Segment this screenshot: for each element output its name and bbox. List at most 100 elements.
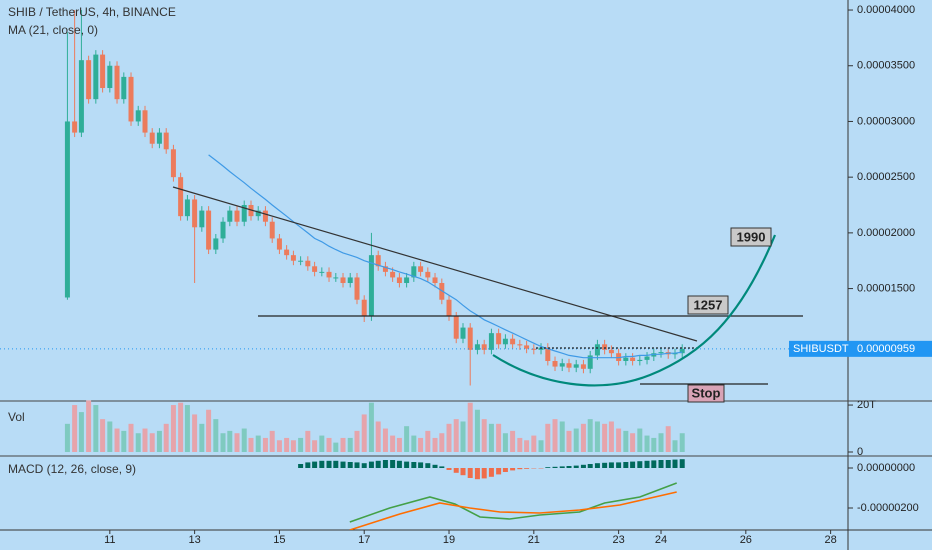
y-tick-label: 20T [857,399,876,411]
volume-bar [64,423,70,452]
macd-histogram-bar [361,463,367,468]
target-box [730,227,772,247]
macd-pane [298,459,685,530]
candle-body [163,132,169,150]
macd-line [349,482,677,523]
volume-bar [396,437,402,452]
candle-body [178,177,184,217]
x-tick-label: 23 [612,534,624,546]
volume-bar [269,430,275,452]
volume-bar [361,414,367,452]
macd-histogram-bar [467,468,473,478]
candle-body [474,344,480,350]
volume-bar [312,440,318,452]
price-pane [0,10,848,386]
candle-body [368,255,374,317]
macd-histogram-bar [333,460,339,468]
macd-histogram-bar [587,464,593,468]
volume-bar [418,437,424,452]
volume-bar [199,423,205,452]
y-tick-label: 0.00003000 [857,115,915,127]
candle-body [93,54,99,100]
candle-body [206,210,212,250]
volume-bar [608,421,614,452]
candle-body [326,271,332,278]
chart-title: SHIB / TetherUS, 4h, BINANCE [8,5,176,19]
macd-histogram-bar [411,462,417,468]
volume-bar [573,428,579,452]
volume-bar [241,428,247,452]
candle-body [573,364,579,368]
candle-body [453,316,459,339]
macd-histogram-bar [446,468,452,470]
x-tick-label: 21 [528,534,540,546]
macd-histogram-bar [312,461,318,468]
macd-histogram-bar [552,466,558,468]
candle-body [658,352,664,354]
candle-body [347,277,353,284]
candle-body [276,238,282,250]
candle-body [121,76,127,100]
candle-body [623,357,629,362]
volume-bar [531,435,537,452]
macd-histogram-bar [453,468,459,473]
macd-histogram-bar [496,468,502,475]
level-box [687,295,729,315]
x-tick-label: 13 [188,534,200,546]
macd-histogram-bar [545,467,551,468]
macd-histogram-bar [623,462,629,468]
macd-histogram-bar [672,459,678,468]
macd-histogram-bar [418,462,424,468]
candle-body [488,333,494,350]
volume-bar [496,423,502,452]
macd-histogram-bar [679,459,685,468]
candle-body [637,359,643,362]
candle-body [467,327,473,350]
macd-histogram-bar [474,468,480,480]
candle-body [587,355,593,369]
volume-bar [439,433,445,452]
candle-body [538,347,544,350]
volume-bar [234,433,240,452]
x-tick-label: 24 [655,534,667,546]
candle-body [199,210,205,228]
candle-body [340,277,346,284]
volume-bar [566,430,572,452]
volume-bar [382,428,388,452]
macd-histogram-bar [439,466,445,468]
y-tick-label: 0.00002500 [857,171,915,183]
volume-bar [559,421,565,452]
drawings: 1990 1257 Stop [172,186,803,403]
volume-bar [502,433,508,452]
macd-histogram-bar [502,468,508,472]
volume-bar [206,409,212,452]
candle-body [375,255,381,267]
x-tick-label: 26 [740,534,752,546]
cup-curve [492,234,777,387]
candle-body [594,344,600,356]
macd-histogram-bar [298,464,304,468]
macd-histogram-bar [658,460,664,468]
macd-histogram-bar [319,460,325,468]
volume-legend: Vol [8,410,25,424]
macd-histogram-bar [665,460,671,468]
x-tick-label: 17 [358,534,370,546]
trend-line [172,186,698,342]
macd-histogram-bar [573,465,579,468]
candle-body [170,149,176,178]
volume-bar [651,437,657,452]
candle-body [566,363,572,368]
ma-legend: MA (21, close, 0) [8,23,98,37]
volume-bar [333,442,339,452]
volume-bar [672,440,678,452]
macd-histogram-bar [425,463,431,468]
volume-bar [255,435,261,452]
y-tick-label: 0.00002000 [857,227,915,239]
stop-box [687,384,725,403]
volume-bar [425,430,431,452]
x-tick-label: 28 [824,534,836,546]
volume-bar [432,437,438,452]
candle-body [312,266,318,272]
macd-histogram-bar [488,468,494,477]
x-tick-label: 15 [273,534,285,546]
